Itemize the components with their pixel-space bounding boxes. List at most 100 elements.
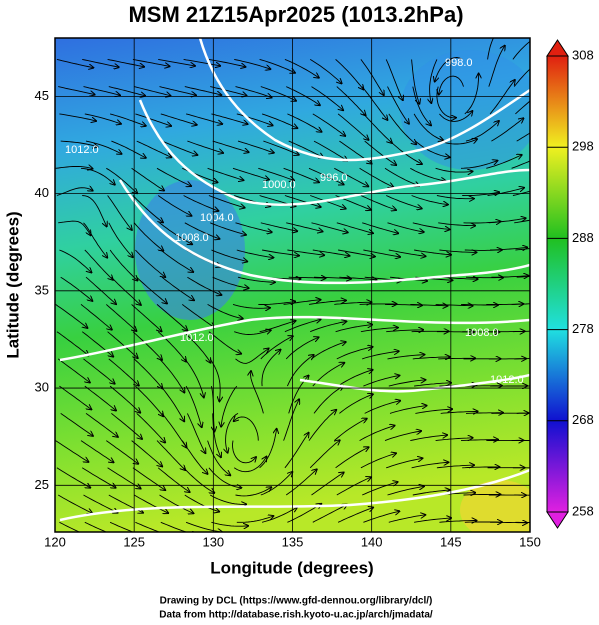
colorbar-tick-label: 258	[572, 503, 594, 518]
streamline	[259, 58, 295, 72]
y-axis-label: Latitude (degrees)	[3, 211, 22, 358]
streamline	[388, 249, 426, 256]
streamline	[460, 161, 497, 169]
streamline	[183, 331, 211, 363]
streamline	[364, 401, 401, 414]
contour	[59, 468, 530, 522]
streamline	[236, 516, 273, 523]
streamline	[513, 68, 530, 87]
streamline	[440, 139, 477, 145]
streamline	[439, 75, 464, 94]
streamline	[514, 358, 530, 360]
streamline	[260, 86, 296, 101]
streamline	[308, 167, 344, 184]
streamline	[361, 86, 387, 120]
streamline	[135, 249, 165, 277]
streamline	[234, 330, 271, 335]
streamline	[388, 113, 416, 144]
streamline	[339, 394, 372, 414]
streamline	[159, 358, 185, 393]
streamline	[335, 59, 364, 89]
streamline	[363, 511, 399, 523]
streamline	[159, 86, 196, 96]
streamline	[85, 413, 118, 437]
streamline	[235, 86, 272, 98]
streamline	[435, 304, 473, 305]
contour	[299, 373, 530, 393]
streamline	[187, 276, 221, 295]
contours	[59, 38, 530, 522]
streamline	[364, 140, 397, 165]
streamline	[132, 195, 163, 223]
streamline	[283, 167, 319, 182]
streamline	[387, 86, 409, 124]
x-tick-label: 135	[282, 534, 304, 549]
streamline	[283, 300, 321, 305]
streamline	[334, 167, 368, 186]
streamline	[80, 440, 114, 463]
streamline	[463, 494, 501, 495]
streamline	[430, 59, 438, 103]
streamline	[284, 58, 319, 77]
streamline	[261, 507, 297, 523]
streamline	[58, 86, 94, 95]
streamline	[287, 113, 321, 132]
streamline	[182, 304, 214, 327]
contour-label: 996.0	[320, 172, 348, 184]
credit: Drawing by DCL (https://www.gfd-dennou.o…	[160, 596, 433, 607]
streamline	[131, 440, 163, 467]
streamline	[413, 113, 443, 140]
streamline	[59, 385, 91, 409]
streamline	[438, 358, 475, 359]
colorbar-tick-label: 268	[572, 412, 594, 427]
colorbar-tick-label: 308	[572, 47, 594, 62]
streamline	[57, 358, 90, 383]
streamline	[108, 222, 133, 257]
streamline	[161, 140, 197, 155]
streamline	[135, 385, 163, 416]
streamline	[132, 467, 165, 490]
streamline	[184, 358, 204, 398]
x-tick-label: 130	[202, 534, 224, 549]
streamline	[60, 413, 93, 436]
streamline	[232, 440, 257, 464]
streamline	[313, 140, 347, 161]
streamline	[440, 277, 478, 279]
streamline	[109, 385, 140, 413]
streamline	[389, 406, 427, 414]
colorbar-tick-label: 278	[572, 321, 594, 336]
streamline	[491, 276, 528, 278]
streamline	[107, 331, 138, 358]
streamline	[84, 113, 121, 124]
streamline	[410, 167, 445, 181]
streamline	[436, 195, 474, 199]
streamline	[490, 247, 527, 250]
streamline	[156, 440, 185, 470]
streamline	[435, 57, 463, 82]
streamline	[160, 385, 184, 421]
streamline	[412, 86, 431, 126]
streamline	[82, 58, 119, 67]
streamline	[160, 113, 197, 125]
streamline	[287, 249, 324, 255]
streamline	[109, 521, 135, 532]
contour-label: 1012.0	[490, 374, 524, 386]
streamline	[159, 222, 193, 245]
streamline	[261, 113, 297, 128]
streamline	[435, 167, 473, 172]
streamline	[411, 195, 448, 205]
streamline	[261, 350, 281, 387]
streamline	[387, 222, 424, 232]
streamline	[83, 358, 115, 384]
streamline	[259, 321, 296, 333]
streamline	[388, 380, 426, 387]
streamline	[363, 113, 392, 143]
streamline	[221, 385, 238, 427]
streamline	[134, 86, 170, 96]
colorbar: 258 268 278 288 298 308	[546, 39, 594, 529]
contour-label: 1008.0	[465, 327, 499, 339]
plot-frame	[54, 37, 531, 533]
streamline	[210, 86, 246, 96]
streamline	[131, 304, 162, 331]
